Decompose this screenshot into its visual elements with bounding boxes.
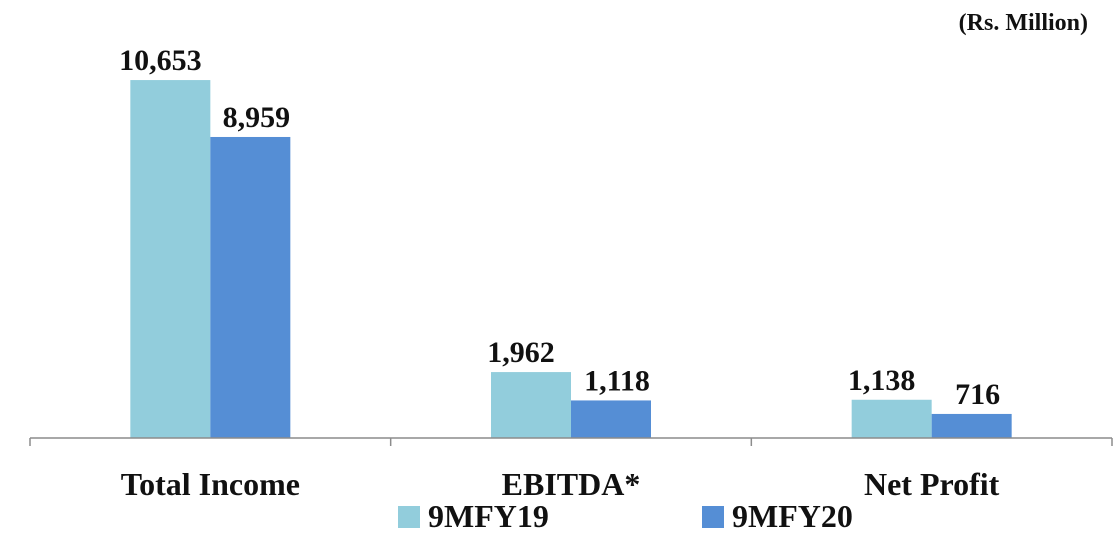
legend-item-9mfy19: 9MFY19 — [398, 498, 549, 535]
legend-item-9mfy20: 9MFY20 — [702, 498, 853, 535]
category-label-net-profit: Net Profit — [864, 466, 1000, 500]
bar-total-income-9mfy19 — [130, 80, 211, 438]
bar-net-profit-9mfy19 — [851, 399, 932, 438]
data-labels-group: 10,653 8,959 1,962 1,118 1,138 716 — [119, 44, 1000, 411]
legend-label-9mfy20: 9MFY20 — [732, 498, 853, 534]
bar-chart: 10,653 8,959 1,962 1,118 1,138 716 Total Inco… — [29, 44, 1113, 500]
category-labels-group: Total Income EBITDA* Net Profit — [121, 466, 1000, 500]
data-label-ebitda-9mfy20: 1,118 — [584, 364, 650, 397]
data-label-net-profit-9mfy19: 1,138 — [848, 364, 916, 397]
category-label-total-income: Total Income — [121, 466, 300, 500]
unit-label: (Rs. Million) — [958, 10, 1088, 36]
legend: 9MFY19 9MFY20 — [0, 498, 1116, 538]
x-axis — [29, 437, 1113, 446]
legend-swatch-9mfy19 — [398, 505, 420, 528]
category-label-ebitda: EBITDA* — [502, 466, 641, 500]
data-label-net-profit-9mfy20: 716 — [955, 378, 1000, 411]
bar-ebitda-9mfy19 — [491, 372, 571, 438]
data-label-total-income-9mfy20: 8,959 — [223, 101, 291, 134]
bars-group — [130, 80, 1012, 438]
bar-net-profit-9mfy20 — [931, 413, 1012, 438]
legend-label-9mfy19: 9MFY19 — [428, 498, 549, 534]
bar-ebitda-9mfy20 — [571, 400, 651, 438]
bar-total-income-9mfy20 — [210, 136, 291, 438]
data-label-ebitda-9mfy19: 1,962 — [487, 336, 555, 369]
data-label-total-income-9mfy19: 10,653 — [119, 44, 202, 77]
legend-swatch-9mfy20 — [702, 505, 724, 528]
